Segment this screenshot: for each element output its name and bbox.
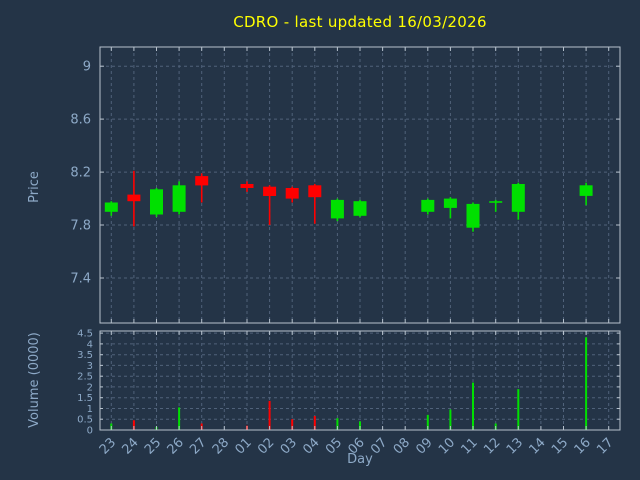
candle-body	[285, 188, 299, 199]
chart-title: CDRO - last updated 16/03/2026	[233, 13, 487, 31]
candle-body	[195, 176, 209, 186]
candle-body	[263, 186, 277, 196]
price-tick-label: 7.4	[70, 272, 91, 287]
candle-body	[421, 199, 435, 212]
candle-body	[579, 185, 593, 196]
candle-body	[127, 194, 141, 202]
candle-body	[330, 199, 344, 219]
day-axis-label: Day	[347, 452, 373, 467]
candle-body	[150, 189, 163, 215]
volume-tick-label: 1	[87, 404, 93, 415]
candle-body	[489, 201, 503, 203]
candle-body	[353, 201, 367, 216]
price-tick-label: 8.2	[70, 166, 91, 181]
candle-body	[240, 184, 254, 188]
candle-body	[308, 185, 322, 198]
price-tick-label: 8.6	[70, 113, 91, 128]
price-tick-label: 7.8	[70, 219, 91, 234]
volume-tick-label: 4.5	[77, 329, 93, 340]
volume-tick-label: 0	[87, 426, 93, 437]
volume-tick-label: 1.5	[77, 393, 93, 404]
volume-tick-label: 3.5	[77, 350, 93, 361]
candle-body	[443, 198, 457, 208]
volume-tick-label: 2.5	[77, 372, 93, 383]
candle-body	[104, 202, 118, 212]
volume-tick-label: 3	[87, 361, 93, 372]
price-tick-label: 9	[83, 60, 91, 75]
volume-tick-label: 0.5	[77, 415, 93, 426]
price-axis-label: Price	[27, 171, 42, 203]
volume-tick-label: 4	[87, 339, 93, 350]
candle-body	[511, 184, 525, 212]
candle-body	[172, 185, 186, 212]
volume-axis-label: Volume (0000)	[27, 332, 42, 428]
candle-body	[466, 203, 480, 228]
volume-tick-label: 2	[87, 382, 93, 393]
